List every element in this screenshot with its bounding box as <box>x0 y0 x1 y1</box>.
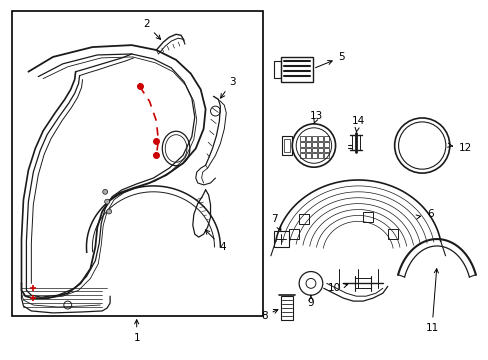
Text: 5: 5 <box>315 52 345 68</box>
Bar <box>305 136 310 141</box>
Bar <box>273 231 289 247</box>
Bar <box>387 229 397 239</box>
Text: 1: 1 <box>133 320 140 342</box>
Text: 4: 4 <box>205 230 225 252</box>
Bar <box>300 136 305 141</box>
Bar <box>284 139 290 152</box>
Bar <box>305 148 310 152</box>
Bar <box>282 136 292 156</box>
Bar <box>299 215 308 224</box>
Bar <box>323 148 328 152</box>
Bar <box>323 141 328 147</box>
Text: 12: 12 <box>447 143 471 153</box>
Text: 7: 7 <box>271 215 280 230</box>
Bar <box>363 212 372 222</box>
Bar <box>317 136 322 141</box>
Bar <box>311 136 316 141</box>
Bar <box>311 148 316 152</box>
Circle shape <box>102 189 107 194</box>
Bar <box>289 229 299 239</box>
Bar <box>300 141 305 147</box>
Bar <box>323 153 328 158</box>
Text: 2: 2 <box>142 19 160 39</box>
Bar <box>281 57 312 82</box>
Bar <box>273 61 281 78</box>
Text: 3: 3 <box>220 77 235 98</box>
Bar <box>305 141 310 147</box>
Bar <box>311 141 316 147</box>
Bar <box>317 153 322 158</box>
Bar <box>317 141 322 147</box>
Circle shape <box>104 199 109 204</box>
Bar <box>323 136 328 141</box>
Text: 6: 6 <box>415 210 433 220</box>
Text: 11: 11 <box>425 269 438 333</box>
Bar <box>300 148 305 152</box>
Text: 10: 10 <box>326 283 347 293</box>
Text: 14: 14 <box>351 116 364 132</box>
Bar <box>300 153 305 158</box>
Text: 9: 9 <box>307 295 314 308</box>
Bar <box>281 296 293 320</box>
Circle shape <box>106 209 111 214</box>
Bar <box>12 11 262 316</box>
Bar <box>317 148 322 152</box>
Bar <box>305 153 310 158</box>
Text: 8: 8 <box>261 310 277 321</box>
Bar <box>311 153 316 158</box>
Text: 13: 13 <box>309 111 323 124</box>
